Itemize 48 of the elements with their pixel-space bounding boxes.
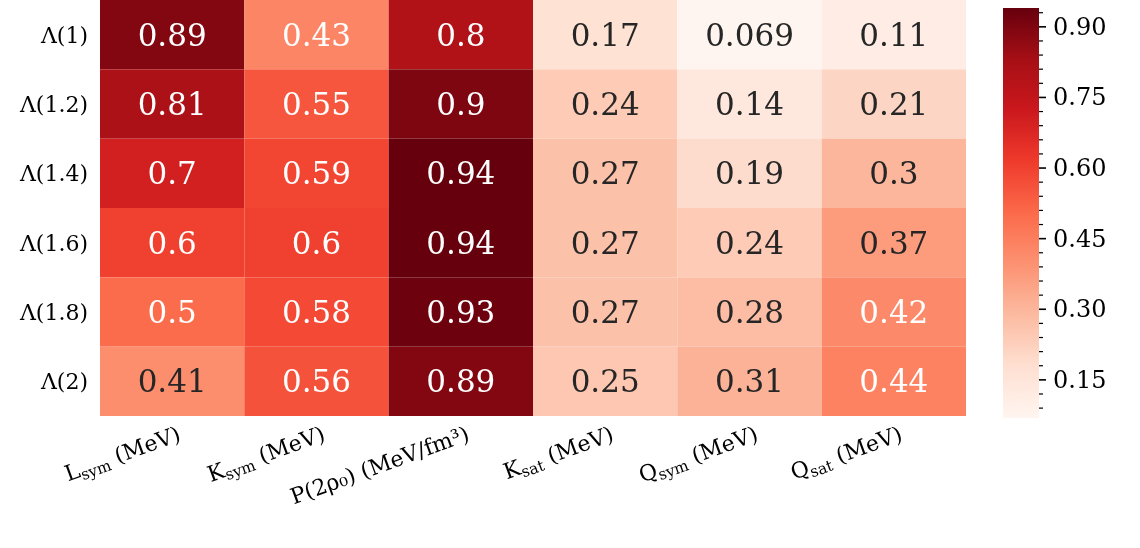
data-label: 0.21 — [859, 86, 929, 122]
data-label: 0.89 — [426, 363, 496, 400]
color-bar-label: 0.75 — [1053, 83, 1107, 112]
y-tick-label: Λ(1.2) — [18, 91, 88, 117]
y-tick-label: Λ(1.8) — [18, 299, 88, 325]
data-label: 0.94 — [426, 224, 496, 261]
data-label: 0.43 — [281, 16, 352, 53]
color-bar-label: 0.15 — [1053, 365, 1107, 394]
data-label: 0.3 — [869, 155, 919, 192]
data-label: 0.7 — [147, 155, 197, 192]
data-label: 0.5 — [147, 294, 197, 330]
data-label: 0.8 — [436, 16, 486, 53]
data-label: 0.58 — [281, 294, 352, 330]
data-label: 0.37 — [859, 224, 929, 261]
color-bar-label: 0.30 — [1053, 295, 1107, 324]
data-label: 0.24 — [714, 224, 785, 261]
data-label: 0.28 — [714, 294, 785, 330]
data-label: 0.89 — [137, 16, 207, 53]
data-label: 0.94 — [426, 155, 496, 192]
y-tick-label: Λ(1) — [39, 22, 88, 48]
data-label: 0.17 — [570, 16, 640, 53]
data-label: 0.56 — [281, 363, 352, 400]
y-tick-label: Λ(1.6) — [18, 230, 88, 256]
data-label: 0.27 — [570, 155, 640, 192]
data-label: 0.42 — [859, 294, 929, 330]
data-label: 0.6 — [147, 224, 197, 261]
data-label: 0.069 — [705, 16, 794, 53]
data-label: 0.81 — [137, 86, 207, 122]
color-bar-label: 0.45 — [1053, 224, 1107, 253]
data-label: 0.9 — [436, 86, 486, 122]
data-label: 0.6 — [291, 224, 342, 261]
data-label: 0.41 — [137, 363, 207, 400]
data-label: 0.19 — [714, 155, 785, 192]
data-label: 0.93 — [426, 294, 496, 330]
y-tick-label: Λ(1.4) — [18, 160, 88, 186]
data-label: 0.25 — [570, 363, 640, 400]
data-label: 0.27 — [570, 294, 640, 330]
color-bar-label: 0.60 — [1053, 154, 1107, 183]
data-label: 0.44 — [859, 363, 929, 400]
data-label: 0.11 — [859, 16, 929, 53]
data-label: 0.55 — [281, 86, 352, 122]
data-label: 0.27 — [570, 224, 640, 261]
y-tick-label: Λ(2) — [39, 368, 88, 394]
data-label: 0.14 — [714, 86, 785, 122]
data-label: 0.31 — [714, 363, 785, 400]
data-label: 0.59 — [281, 155, 352, 192]
data-label: 0.24 — [570, 86, 640, 122]
color-bar-label: 0.90 — [1053, 12, 1107, 41]
